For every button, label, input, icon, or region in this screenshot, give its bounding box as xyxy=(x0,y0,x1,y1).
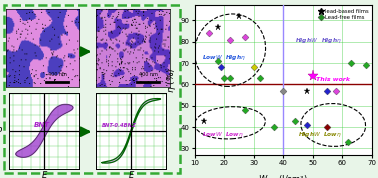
Text: Low$\eta$: Low$\eta$ xyxy=(223,130,243,139)
Y-axis label: $\eta$ (%): $\eta$ (%) xyxy=(165,67,178,93)
Text: $P$: $P$ xyxy=(0,125,3,136)
Text: Low$W$: Low$W$ xyxy=(202,53,223,61)
Text: Low$\eta$: Low$\eta$ xyxy=(321,130,342,139)
Text: High$\eta$: High$\eta$ xyxy=(319,36,341,45)
Text: This work: This work xyxy=(316,77,350,82)
Text: Low$W$: Low$W$ xyxy=(202,130,223,138)
Polygon shape xyxy=(16,104,73,157)
Text: High$\eta$: High$\eta$ xyxy=(223,53,246,62)
Legend: lead-based films, Lead-free films: lead-based films, Lead-free films xyxy=(318,8,369,20)
Text: BNT-0.4BNZ: BNT-0.4BNZ xyxy=(102,123,137,128)
Text: $W_{\rm rec}$ (J/cm³): $W_{\rm rec}$ (J/cm³) xyxy=(258,173,308,178)
Polygon shape xyxy=(102,99,161,163)
Text: High$W$: High$W$ xyxy=(295,36,318,45)
X-axis label: $E$: $E$ xyxy=(128,169,135,178)
Text: 400 nm: 400 nm xyxy=(48,72,67,77)
Text: 400 nm: 400 nm xyxy=(139,72,157,77)
X-axis label: $E$: $E$ xyxy=(41,169,48,178)
Text: BNT: BNT xyxy=(34,122,50,128)
Text: High$W$: High$W$ xyxy=(298,130,321,139)
